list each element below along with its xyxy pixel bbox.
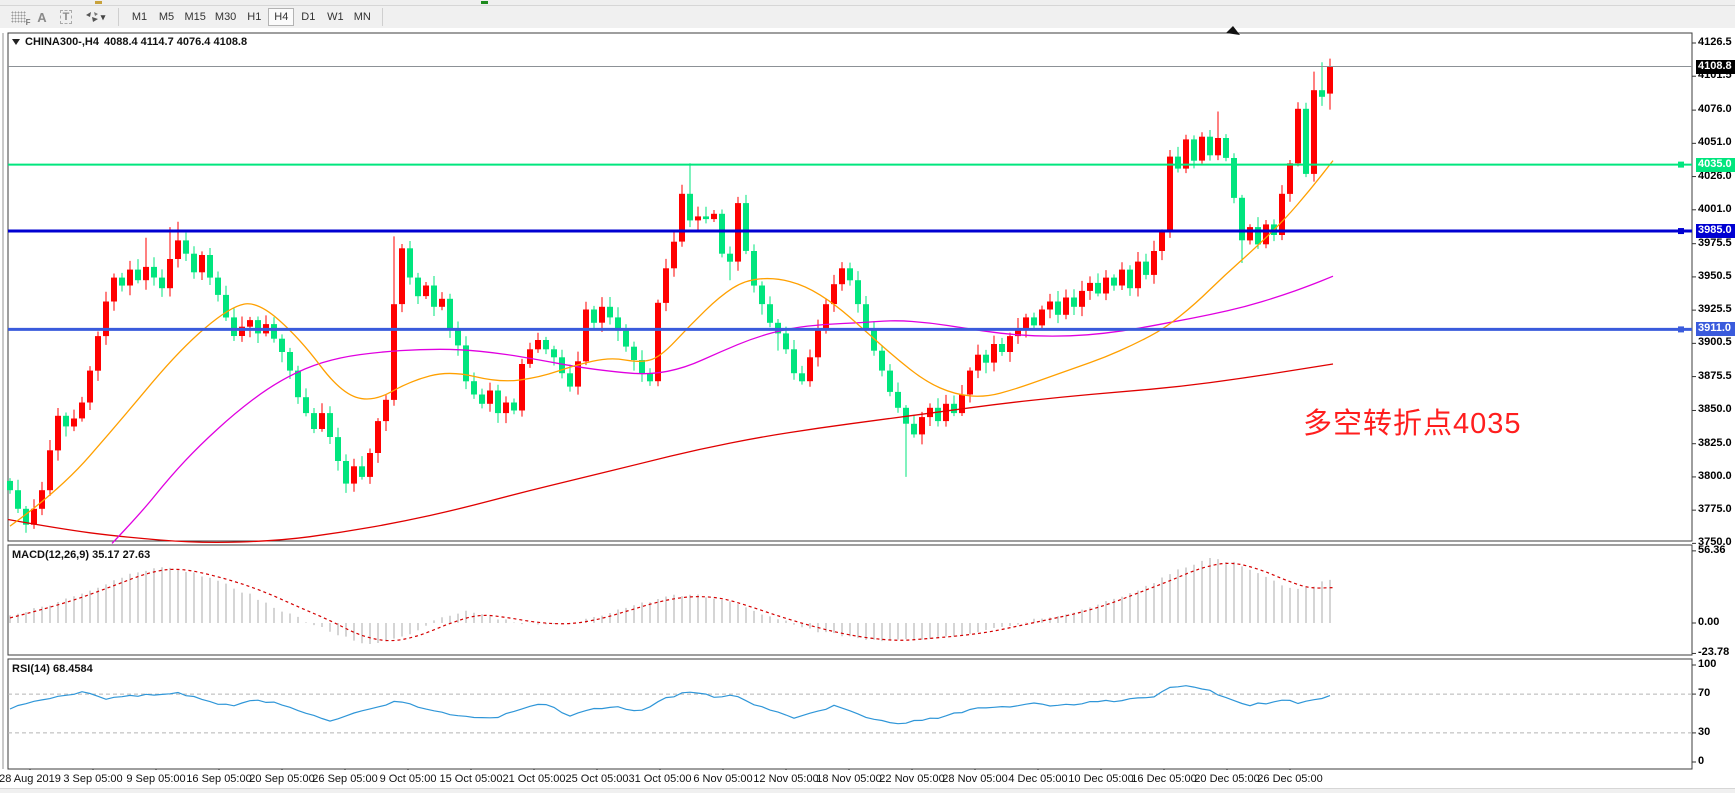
rsi-indicator-label: RSI(14) 68.4584 [12,663,93,675]
price-badge: 3985.0 [1696,224,1735,239]
time-axis-label: 21 Oct 05:00 [502,773,566,785]
price-axis-tick: 100 [1698,658,1717,670]
timeframe-button-M15[interactable]: M15 [181,8,210,26]
price-axis-tick: 3950.5 [1698,269,1732,282]
chart-symbol-title: CHINA300-,H4 4088.4 4114.7 4076.4 4108.8 [12,36,247,48]
clipped-icon-fragment [95,1,102,4]
slow-ma-line [7,363,1334,544]
time-axis-label: 28 Aug 2019 [0,773,61,785]
medium-ma-line [111,275,1334,544]
time-axis-label: 20 Dec 05:00 [1194,773,1260,785]
price-axis-tick: 56.36 [1698,543,1726,556]
time-axis-label: 9 Oct 05:00 [379,773,437,785]
chart-text-annotation[interactable]: 多空转折点4035 [1303,408,1522,440]
ohlc-values: 4088.4 4114.7 4076.4 4108.8 [103,36,248,48]
line-handle[interactable] [1678,326,1684,333]
grid-icon: F [10,11,31,27]
price-axis-tick: 3800.0 [1698,469,1732,482]
font-tool-button[interactable]: A [30,8,54,27]
price-axis-tick: 3875.5 [1698,369,1732,382]
timeframe-button-H1[interactable]: H1 [241,8,267,26]
price-axis[interactable]: 4126.5 4101.5 4076.0 4051.0 4026.0 4001.0 3975… [1696,0,1735,769]
macd-panel-frame [7,544,1693,656]
price-axis-tick: 3925.5 [1698,303,1732,316]
price-axis-tick: 3850.0 [1698,403,1732,416]
fast-ma-line [9,160,1334,527]
time-axis-label: 31 Oct 05:00 [628,773,692,785]
timeframe-button-D1[interactable]: D1 [295,8,321,26]
price-axis-tick: 4076.0 [1698,103,1732,116]
rsi-line [9,685,1331,725]
text-label-tool-button[interactable]: T [54,8,78,27]
time-axis-label: 25 Oct 05:00 [565,773,629,785]
time-axis-label: 4 Dec 05:00 [1008,773,1068,785]
timeframe-button-group: M1 M5 M15 M30 H1 H4 D1 W1 MN [126,8,376,26]
time-axis-label: 15 Oct 05:00 [439,773,503,785]
price-axis-tick: 30 [1698,725,1711,738]
price-axis-tick: 3975.5 [1698,236,1732,249]
line-handle[interactable] [1678,228,1684,235]
time-axis[interactable]: 28 Aug 2019 3 Sep 05:00 9 Sep 05:00 16 Sep … [0,770,1735,788]
price-axis-tick: 3775.0 [1698,503,1732,516]
time-axis-label: 28 Nov 05:00 [942,773,1008,785]
indicator-grid-tool-button[interactable]: F [6,8,31,27]
price-badge: 4035.0 [1696,157,1735,172]
price-badge: 3911.0 [1696,322,1735,337]
chart-toolbar: F A T ▾ M1 M5 M15 M30 H1 H4 D1 W1 MN [0,6,1735,28]
line-handle[interactable] [1678,161,1684,168]
collapse-triangle-icon[interactable] [12,39,20,45]
time-axis-label: 16 Dec 05:00 [1131,773,1197,785]
clipped-icon-fragment [481,1,488,4]
macd-signal-line [9,562,1334,642]
dropdown-caret-icon: ▾ [100,11,106,22]
time-axis-label: 10 Dec 05:00 [1068,773,1134,785]
timeframe-button-M1[interactable]: M1 [127,8,153,26]
time-axis-label: 18 Nov 05:00 [816,773,882,785]
rsi-panel-frame [7,658,1693,770]
macd-histogram [9,557,1331,644]
candlestick-series[interactable] [7,58,1333,533]
time-axis-label: 26 Dec 05:00 [1257,773,1323,785]
symbol-name: CHINA300-,H4 [25,36,99,48]
price-axis-tick: 4001.0 [1698,202,1732,215]
price-axis-tick: 0.00 [1698,616,1720,628]
price-axis-tick: 4026.0 [1698,169,1732,182]
timeframe-button-M30[interactable]: M30 [211,8,240,26]
time-axis-label: 20 Sep 05:00 [249,773,315,785]
time-axis-label: 16 Sep 05:00 [186,773,252,785]
time-axis-label: 9 Sep 05:00 [126,773,186,785]
price-axis-tick: 0 [1698,755,1705,767]
price-axis-tick: 4126.5 [1698,36,1732,48]
toolbar-separator [118,8,120,26]
timeframe-button-MN[interactable]: MN [349,8,375,26]
arrow-marker-icon[interactable] [1226,26,1240,35]
letter-a-icon: A [37,9,47,25]
timeframe-button-M5[interactable]: M5 [154,8,180,26]
arrow-objects-icon [85,12,98,22]
price-axis-tick: 70 [1698,687,1711,700]
price-axis-tick: 4051.0 [1698,136,1732,149]
macd-indicator-label: MACD(12,26,9) 35.17 27.63 [12,549,151,561]
time-axis-label: 6 Nov 05:00 [693,773,753,785]
price-axis-tick: -23.78 [1698,646,1730,659]
price-axis-tick: 3825.0 [1698,436,1732,449]
price-axis-tick: 3900.5 [1698,336,1732,349]
time-axis-label: 12 Nov 05:00 [753,773,819,785]
clipped-upper-toolbar [0,0,1735,6]
timeframe-button-H4[interactable]: H4 [268,8,295,26]
clipped-bottom-strip [0,788,1735,793]
text-box-icon: T [59,10,73,24]
timeframe-button-W1[interactable]: W1 [322,8,348,26]
time-axis-label: 22 Nov 05:00 [879,773,945,785]
toolbar-separator [381,8,384,26]
price-axis-tick: 3750.0 [1698,536,1732,549]
time-axis-label: 26 Sep 05:00 [312,773,378,785]
arrow-objects-tool-button[interactable]: ▾ [78,8,112,27]
time-axis-label: 3 Sep 05:00 [63,773,123,785]
price-badge: 4108.8 [1696,59,1735,74]
main-panel-frame [7,32,1693,542]
